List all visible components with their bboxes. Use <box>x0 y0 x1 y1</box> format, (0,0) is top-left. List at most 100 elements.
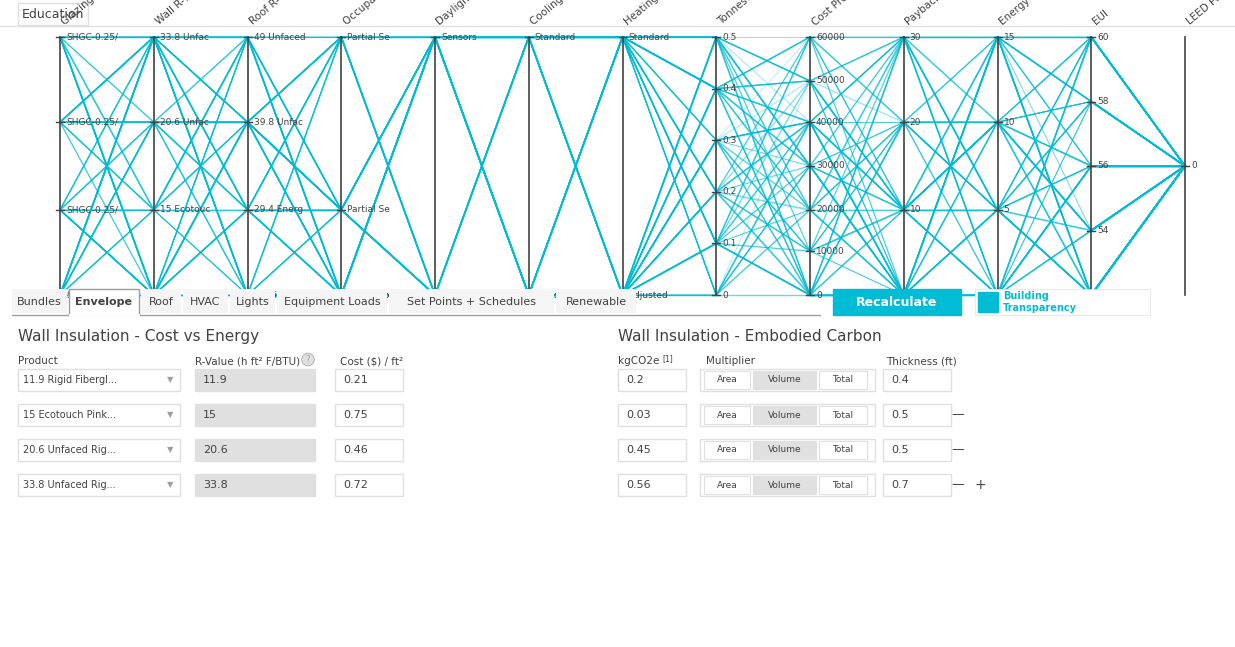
Bar <box>195 369 315 391</box>
Text: ▼: ▼ <box>167 446 173 454</box>
Bar <box>819 406 867 424</box>
Text: 0.5: 0.5 <box>722 32 736 41</box>
Text: R-Value (h ft² F/BTU): R-Value (h ft² F/BTU) <box>195 356 300 366</box>
Text: 10: 10 <box>910 205 921 214</box>
Bar <box>19 404 180 426</box>
Text: SHGC-0.25/: SHGC-0.25/ <box>65 205 119 214</box>
Text: 20.6: 20.6 <box>203 445 227 455</box>
Text: 0.56: 0.56 <box>626 480 651 490</box>
Text: Volume: Volume <box>768 481 802 490</box>
Text: 15 Ecotouch Pink...: 15 Ecotouch Pink... <box>23 410 116 420</box>
Text: 0.4: 0.4 <box>722 84 736 93</box>
Text: Occupancy Senso: Occupancy Senso <box>341 0 419 27</box>
Bar <box>19 369 180 391</box>
Text: SHGC-0.25/: SHGC-0.25/ <box>65 32 119 41</box>
Text: Total: Total <box>832 446 853 454</box>
Text: 0.46: 0.46 <box>343 445 368 455</box>
Text: SHGC-0.25/: SHGC-0.25/ <box>65 118 119 127</box>
Text: 33.8: 33.8 <box>203 480 227 490</box>
Bar <box>335 404 403 426</box>
Text: 30: 30 <box>910 32 921 41</box>
Bar <box>618 474 685 496</box>
Text: Product: Product <box>19 356 58 366</box>
Text: 10000: 10000 <box>816 247 845 256</box>
Text: 10: 10 <box>1004 118 1015 127</box>
Text: Roof: Roof <box>148 297 173 307</box>
Text: ▼: ▼ <box>167 481 173 490</box>
Text: Cooling Set-Poi: Cooling Set-Poi <box>529 0 595 27</box>
Bar <box>618 369 685 391</box>
Bar <box>704 441 750 459</box>
Text: Payback (years): Payback (years) <box>904 0 974 27</box>
Text: 11.9: 11.9 <box>203 375 227 385</box>
Text: 40000: 40000 <box>816 118 845 127</box>
Bar <box>704 476 750 494</box>
Bar <box>12 289 67 313</box>
Text: ▼: ▼ <box>167 410 173 419</box>
Text: Set Points + Schedules: Set Points + Schedules <box>408 297 536 307</box>
Text: Total: Total <box>832 481 853 490</box>
Text: 20: 20 <box>910 118 921 127</box>
Bar <box>69 289 140 315</box>
Text: 33.8 Unfaced Rig...: 33.8 Unfaced Rig... <box>23 480 116 490</box>
Text: 11.9 Rigid: 11.9 Rigid <box>159 291 206 300</box>
Text: EUI: EUI <box>1092 8 1110 27</box>
Bar <box>230 289 275 313</box>
Text: Education: Education <box>22 8 84 21</box>
Text: Area: Area <box>716 481 737 490</box>
Text: LEED Points: LEED Points <box>1186 0 1235 27</box>
Bar <box>19 474 180 496</box>
Bar <box>974 289 1150 315</box>
Bar <box>704 371 750 389</box>
Bar <box>195 439 315 461</box>
Text: Envelope: Envelope <box>75 297 132 307</box>
Text: 0.4: 0.4 <box>890 375 909 385</box>
Text: 54: 54 <box>1097 226 1109 235</box>
Text: Energy Savings: Energy Savings <box>998 0 1066 27</box>
Text: Volume: Volume <box>768 410 802 419</box>
Bar <box>753 476 816 494</box>
Text: Total: Total <box>832 410 853 419</box>
Text: 15 Ecotouc: 15 Ecotouc <box>159 205 210 214</box>
Text: Cost ($) / ft²: Cost ($) / ft² <box>340 356 403 366</box>
Bar <box>883 404 951 426</box>
Text: 60: 60 <box>1097 32 1109 41</box>
Text: 0.7: 0.7 <box>890 480 909 490</box>
Bar <box>704 406 750 424</box>
Text: 20.6 Unfac: 20.6 Unfac <box>159 118 209 127</box>
Bar <box>700 369 876 391</box>
Text: 0: 0 <box>722 291 727 300</box>
Text: 20.6 Unfaced Rig...: 20.6 Unfaced Rig... <box>23 445 116 455</box>
Text: 29.4 Energ: 29.4 Energ <box>253 205 303 214</box>
Text: 0.75: 0.75 <box>343 410 368 420</box>
Bar <box>195 404 315 426</box>
Bar <box>335 439 403 461</box>
Bar <box>819 441 867 459</box>
Text: Glazing U-Value: Glazing U-Value <box>61 0 130 27</box>
Bar <box>389 289 555 313</box>
Text: Multiplier: Multiplier <box>706 356 755 366</box>
Bar <box>618 404 685 426</box>
Text: Area: Area <box>716 446 737 454</box>
Text: 11.9 Rigid Fibergl...: 11.9 Rigid Fibergl... <box>23 375 117 385</box>
Text: Area: Area <box>716 410 737 419</box>
Text: 52: 52 <box>1097 291 1109 300</box>
Text: 50000: 50000 <box>816 76 845 85</box>
Text: 0.2: 0.2 <box>626 375 643 385</box>
Text: 33.8 Unfac: 33.8 Unfac <box>159 32 209 41</box>
Text: Adjusted: Adjusted <box>535 291 574 300</box>
Text: 0.1: 0.1 <box>722 239 736 248</box>
Text: —: — <box>952 479 965 492</box>
Bar <box>883 474 951 496</box>
Bar <box>819 476 867 494</box>
Text: 58: 58 <box>1097 97 1109 106</box>
Text: Cost Premium ($: Cost Premium ($ <box>810 0 883 27</box>
Text: 0.5: 0.5 <box>890 410 909 420</box>
Text: TonnesCO2e: TonnesCO2e <box>716 0 772 27</box>
Text: Lights: Lights <box>236 297 269 307</box>
Bar <box>700 439 876 461</box>
Text: Thickness (ft): Thickness (ft) <box>885 356 957 366</box>
Bar <box>700 474 876 496</box>
Bar <box>556 289 636 313</box>
Bar <box>335 369 403 391</box>
